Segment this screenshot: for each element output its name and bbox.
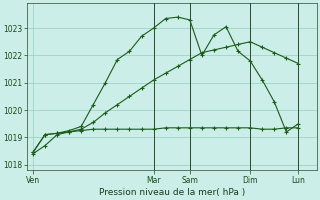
X-axis label: Pression niveau de la mer( hPa ): Pression niveau de la mer( hPa ) [99, 188, 245, 197]
